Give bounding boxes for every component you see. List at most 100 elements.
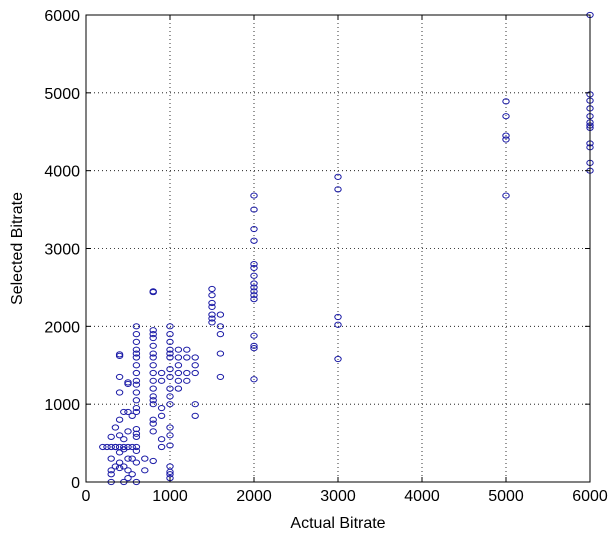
data-point <box>157 436 166 443</box>
data-point <box>107 433 115 440</box>
data-point <box>157 443 166 451</box>
data-point <box>166 393 174 400</box>
data-point <box>132 443 141 451</box>
data-point <box>107 467 115 474</box>
data-point <box>124 408 132 416</box>
y-tick-label: 4000 <box>44 164 80 181</box>
data-point <box>208 315 216 322</box>
data-point <box>191 354 199 361</box>
data-point <box>174 369 183 377</box>
data-point <box>208 292 216 299</box>
data-point <box>334 186 342 193</box>
data-point <box>149 393 157 400</box>
data-point <box>103 443 111 451</box>
data-point <box>166 432 174 439</box>
data-point <box>111 424 120 431</box>
data-point <box>166 350 174 357</box>
data-point <box>132 377 141 384</box>
data-point <box>157 377 166 384</box>
data-point <box>120 443 128 451</box>
data-point <box>208 303 216 310</box>
data-point <box>149 397 157 404</box>
data-point <box>191 369 199 377</box>
data-point <box>208 285 216 293</box>
data-point <box>128 455 136 462</box>
data-point <box>115 464 124 472</box>
y-tick-label: 0 <box>71 475 80 492</box>
x-tick-label: 6000 <box>572 488 608 505</box>
data-point <box>132 447 141 454</box>
x-tick-label: 5000 <box>488 488 524 505</box>
data-point <box>216 323 225 330</box>
x-tick-label: 3000 <box>320 488 356 505</box>
data-point <box>166 471 174 478</box>
data-point <box>149 327 157 334</box>
data-point <box>250 264 258 272</box>
data-point <box>250 225 258 233</box>
y-tick-label: 1000 <box>44 397 80 414</box>
data-point <box>191 412 199 419</box>
data-point <box>502 136 510 143</box>
data-point <box>111 463 120 470</box>
data-point <box>174 377 183 384</box>
data-point <box>120 436 128 443</box>
data-point <box>250 272 258 279</box>
data-point <box>208 311 216 318</box>
y-tick-label: 3000 <box>44 242 80 259</box>
data-point <box>183 346 191 353</box>
x-axis-ticks: 0 1000 2000 3000 4000 5000 6000 <box>82 15 608 505</box>
data-point <box>149 420 157 427</box>
data-point <box>250 237 258 244</box>
data-point <box>166 373 174 381</box>
data-point <box>107 443 115 451</box>
data-point <box>132 381 141 388</box>
data-point <box>166 346 174 353</box>
data-point <box>149 385 157 392</box>
data-point <box>115 416 124 423</box>
data-point <box>115 459 124 466</box>
data-point <box>149 362 157 369</box>
data-point <box>174 362 183 369</box>
data-point <box>132 404 141 412</box>
data-point <box>166 442 174 449</box>
data-point <box>132 389 141 396</box>
data-point <box>334 173 342 180</box>
data-point <box>132 397 141 404</box>
data-point <box>250 292 258 299</box>
x-tick-label: 1000 <box>152 488 188 505</box>
data-point <box>334 321 342 328</box>
data-point <box>183 354 191 361</box>
x-tick-label: 2000 <box>236 488 272 505</box>
data-point <box>166 424 174 431</box>
data-point <box>111 443 120 451</box>
data-point <box>115 373 124 381</box>
data-point <box>174 385 183 392</box>
data-point <box>183 369 191 377</box>
data-point <box>216 331 225 338</box>
grid-lines <box>86 15 590 482</box>
data-point <box>208 319 216 326</box>
data-point <box>250 288 258 295</box>
data-point <box>149 401 157 408</box>
data-point <box>216 311 225 318</box>
data-point <box>128 471 136 478</box>
data-point <box>166 401 174 408</box>
data-point <box>132 430 141 437</box>
data-point <box>250 192 258 199</box>
data-point <box>107 471 115 478</box>
data-point <box>107 455 115 462</box>
y-tick-label: 2000 <box>44 319 80 336</box>
data-point <box>124 428 132 435</box>
data-point <box>157 404 166 412</box>
data-point <box>174 354 183 361</box>
data-point <box>141 467 149 474</box>
data-point <box>128 412 136 419</box>
data-point <box>115 351 124 358</box>
data-point <box>99 443 107 451</box>
data-point <box>132 425 141 433</box>
data-point <box>149 457 157 465</box>
data-point <box>166 338 174 345</box>
data-point <box>124 467 132 474</box>
